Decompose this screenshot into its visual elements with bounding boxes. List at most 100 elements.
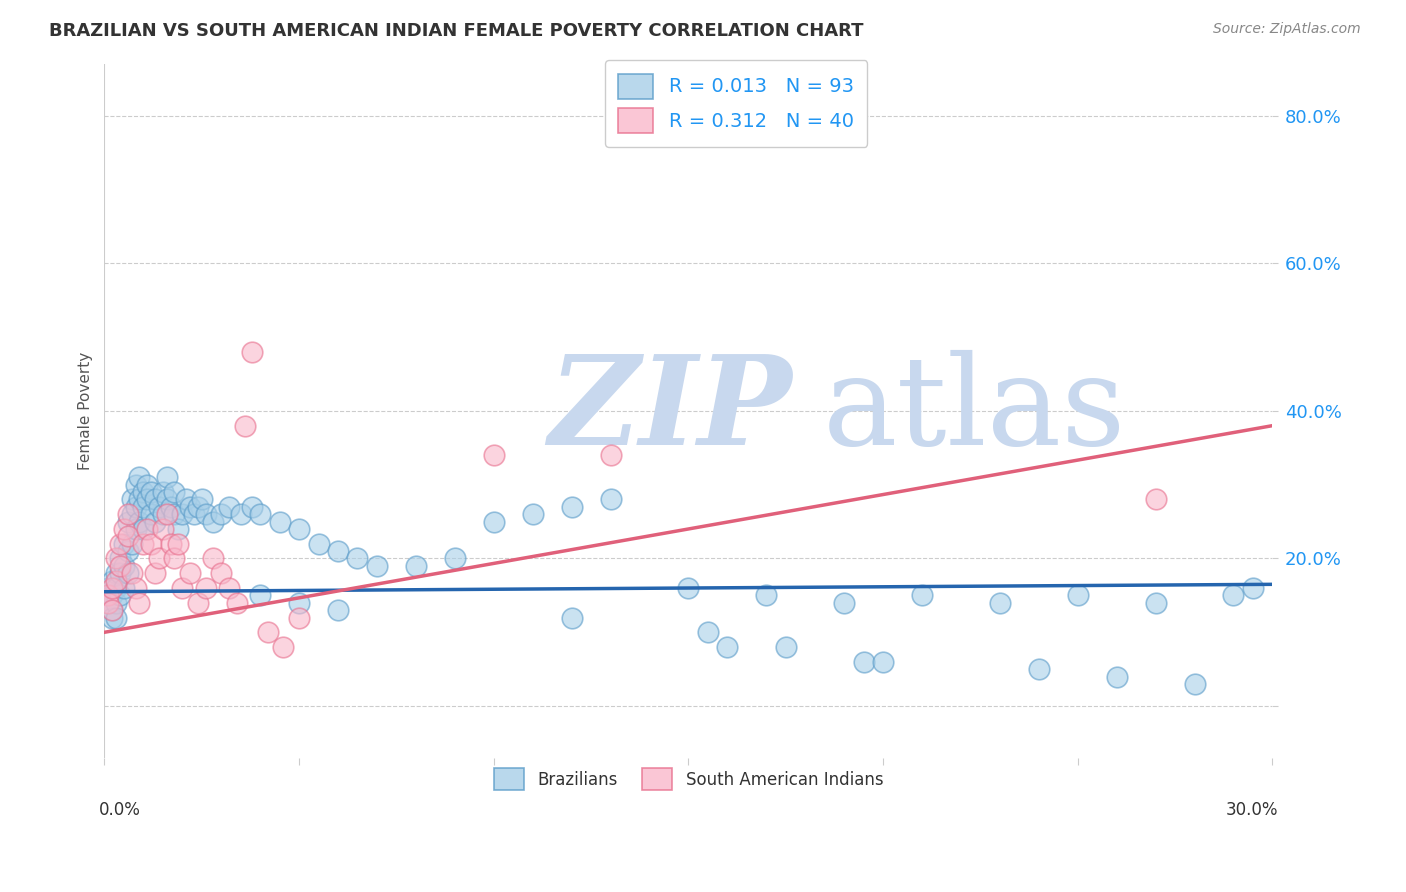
Point <box>194 507 217 521</box>
Point <box>187 500 209 514</box>
Point <box>124 477 146 491</box>
Point <box>97 596 120 610</box>
Point <box>209 507 232 521</box>
Point <box>852 655 875 669</box>
Point <box>101 610 124 624</box>
Point <box>101 574 124 588</box>
Point <box>163 507 186 521</box>
Point <box>163 551 186 566</box>
Point <box>148 551 170 566</box>
Point <box>187 596 209 610</box>
Point <box>233 418 256 433</box>
Point <box>108 588 131 602</box>
Point <box>121 537 143 551</box>
Point <box>152 485 174 500</box>
Point <box>139 485 162 500</box>
Point <box>249 507 271 521</box>
Point <box>132 537 155 551</box>
Point <box>97 596 120 610</box>
Point <box>101 603 124 617</box>
Point <box>288 596 311 610</box>
Point <box>128 470 150 484</box>
Text: atlas: atlas <box>823 351 1126 472</box>
Point <box>132 500 155 514</box>
Point <box>101 588 124 602</box>
Point <box>716 640 738 654</box>
Point <box>117 544 139 558</box>
Point <box>108 551 131 566</box>
Point <box>911 588 934 602</box>
Point <box>599 448 621 462</box>
Point <box>678 581 700 595</box>
Point <box>832 596 855 610</box>
Point <box>561 500 583 514</box>
Point <box>1067 588 1090 602</box>
Text: Source: ZipAtlas.com: Source: ZipAtlas.com <box>1213 22 1361 37</box>
Point <box>1105 669 1128 683</box>
Point <box>190 492 212 507</box>
Point <box>257 625 280 640</box>
Point <box>143 566 166 581</box>
Point <box>101 603 124 617</box>
Point <box>346 551 368 566</box>
Point <box>179 500 201 514</box>
Point <box>183 507 205 521</box>
Point <box>108 537 131 551</box>
Text: 30.0%: 30.0% <box>1226 801 1278 820</box>
Point <box>522 507 544 521</box>
Point <box>124 581 146 595</box>
Point <box>156 470 179 484</box>
Point <box>97 581 120 595</box>
Point <box>121 492 143 507</box>
Point <box>121 566 143 581</box>
Point <box>174 492 197 507</box>
Point <box>139 507 162 521</box>
Point <box>249 588 271 602</box>
Point <box>143 492 166 507</box>
Point <box>117 515 139 529</box>
Point <box>288 522 311 536</box>
Point <box>117 507 139 521</box>
Point <box>128 515 150 529</box>
Point <box>124 522 146 536</box>
Point <box>159 537 181 551</box>
Text: ZIP: ZIP <box>548 351 792 472</box>
Point <box>112 558 135 573</box>
Point <box>105 551 128 566</box>
Point <box>599 492 621 507</box>
Point <box>179 566 201 581</box>
Point <box>1222 588 1244 602</box>
Point <box>269 515 291 529</box>
Point <box>105 566 128 581</box>
Point <box>163 485 186 500</box>
Point <box>152 522 174 536</box>
Point <box>97 588 120 602</box>
Point <box>136 522 159 536</box>
Point <box>108 566 131 581</box>
Point <box>482 515 505 529</box>
Point <box>308 537 330 551</box>
Point <box>775 640 797 654</box>
Point <box>112 522 135 536</box>
Point <box>105 610 128 624</box>
Point <box>240 344 263 359</box>
Point <box>143 515 166 529</box>
Point <box>167 522 190 536</box>
Point <box>124 500 146 514</box>
Point <box>156 507 179 521</box>
Point <box>194 581 217 595</box>
Point <box>696 625 718 640</box>
Point <box>326 603 349 617</box>
Point <box>202 515 225 529</box>
Point <box>97 588 120 602</box>
Legend: Brazilians, South American Indians: Brazilians, South American Indians <box>482 756 894 801</box>
Point <box>136 492 159 507</box>
Point <box>1144 596 1167 610</box>
Point <box>117 566 139 581</box>
Text: 0.0%: 0.0% <box>98 801 141 820</box>
Point <box>273 640 295 654</box>
Text: BRAZILIAN VS SOUTH AMERICAN INDIAN FEMALE POVERTY CORRELATION CHART: BRAZILIAN VS SOUTH AMERICAN INDIAN FEMAL… <box>49 22 863 40</box>
Point <box>139 537 162 551</box>
Point <box>128 492 150 507</box>
Point <box>482 448 505 462</box>
